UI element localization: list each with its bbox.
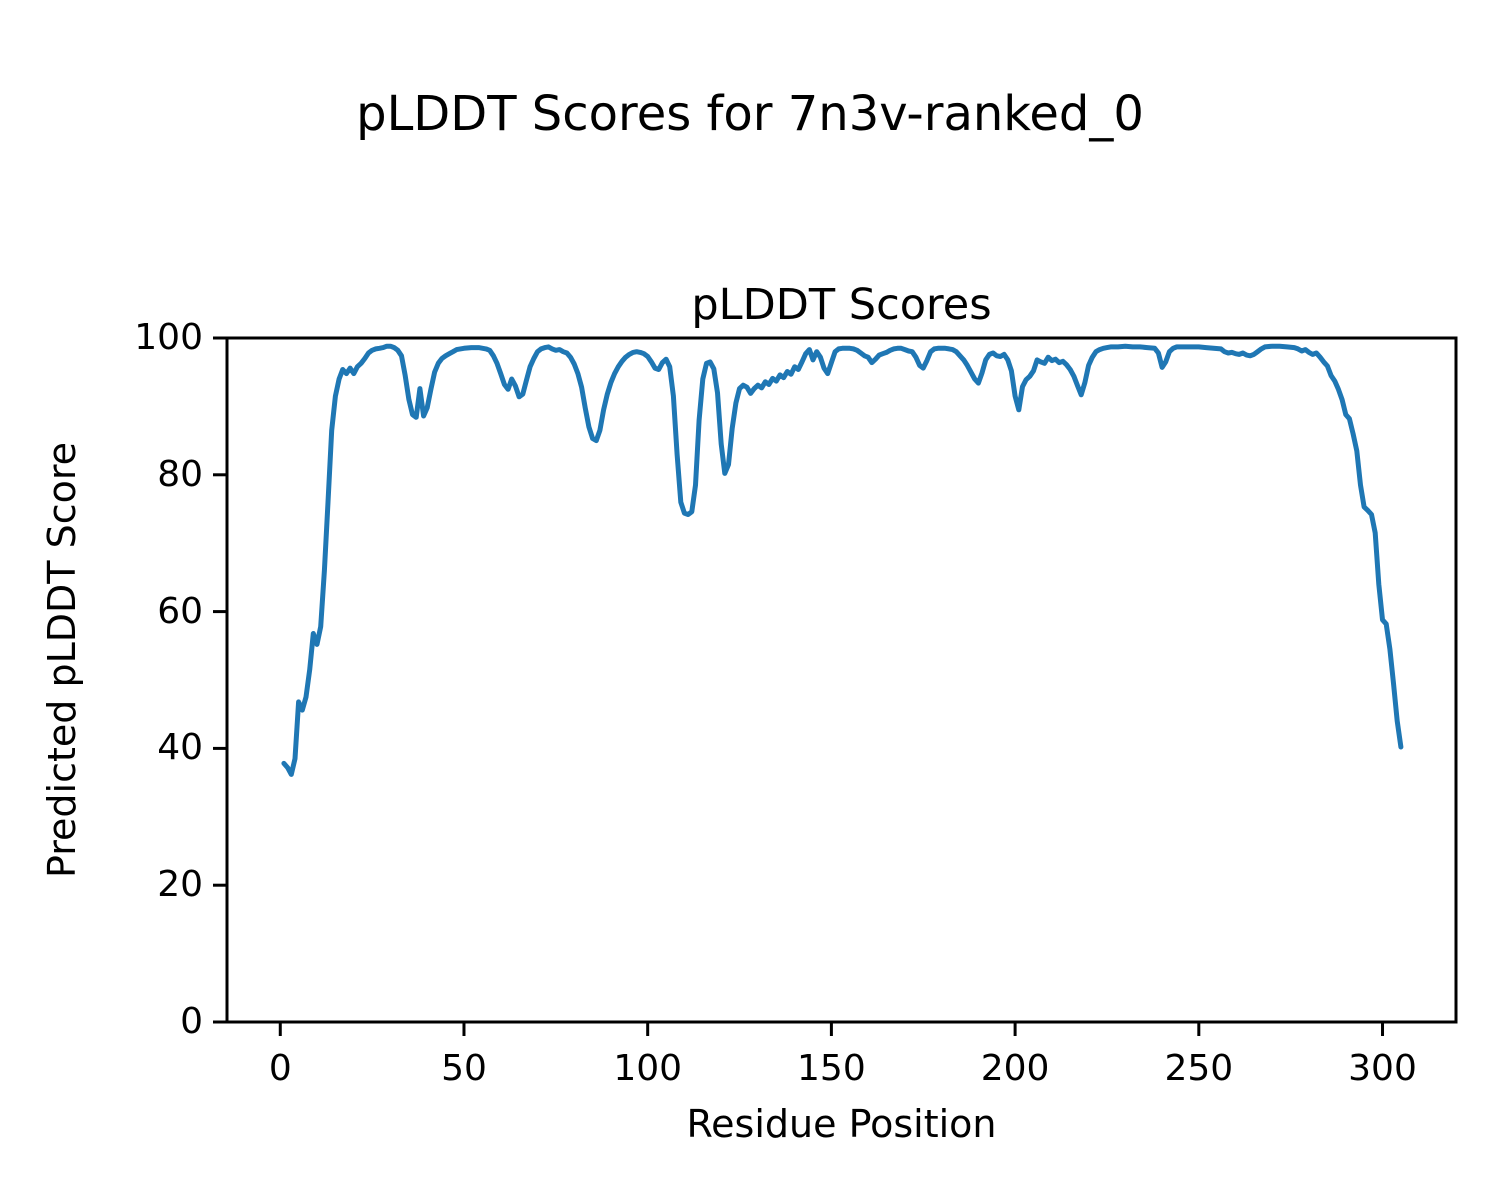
y-tick-label: 80 xyxy=(157,453,203,495)
y-tick-label: 20 xyxy=(157,864,203,906)
x-tick-label: 250 xyxy=(1164,1048,1234,1089)
y-tick-label: 100 xyxy=(134,317,203,358)
y-tick-label: 60 xyxy=(157,590,203,632)
x-axis-label: Residue Position xyxy=(686,1102,997,1146)
y-tick-label: 40 xyxy=(157,727,203,769)
axes-title: pLDDT Scores xyxy=(691,280,992,330)
x-tick-label: 200 xyxy=(980,1048,1050,1089)
plddt-line xyxy=(281,343,1404,777)
axes-spines xyxy=(225,336,1458,1024)
y-tick-label: 0 xyxy=(180,1001,203,1042)
x-tick-label: 100 xyxy=(613,1048,683,1089)
x-tick-label: 0 xyxy=(268,1048,292,1089)
y-axis-label: Predicted pLDDT Score xyxy=(40,442,84,878)
x-tick-label: 50 xyxy=(441,1048,487,1089)
x-tick-label: 300 xyxy=(1348,1048,1417,1089)
figure-suptitle: pLDDT Scores for 7n3v-ranked_0 xyxy=(356,86,1144,142)
x-tick-label: 150 xyxy=(797,1048,866,1089)
